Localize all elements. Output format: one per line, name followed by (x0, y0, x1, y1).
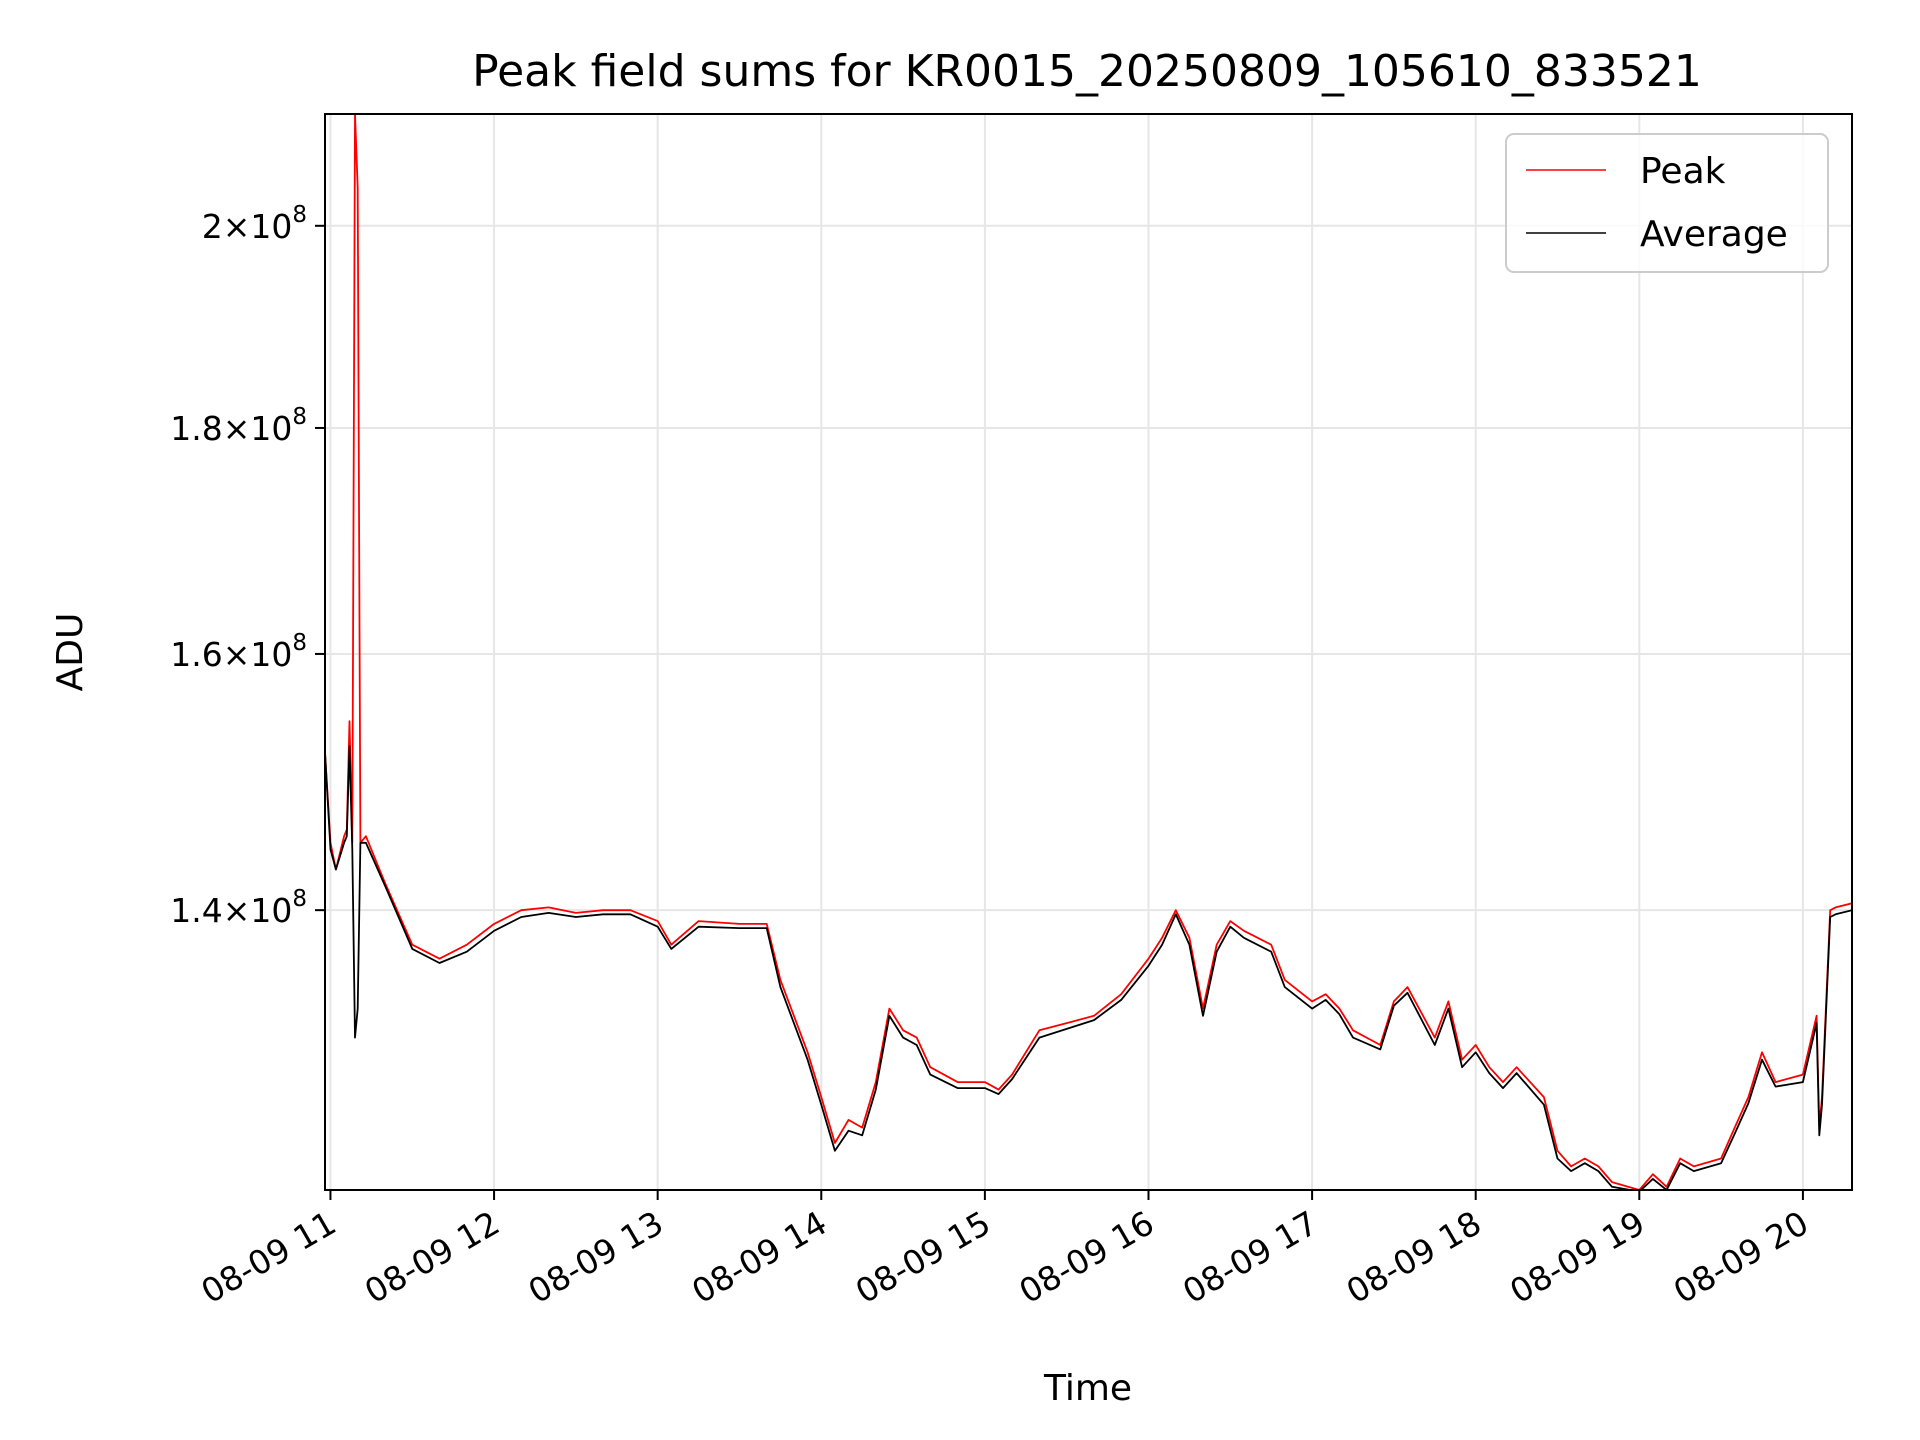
legend: Peak Average (1505, 133, 1829, 273)
legend-label-peak: Peak (1640, 151, 1726, 192)
grid (325, 114, 1852, 1190)
y-tick-mantissa: 1.6×10 (170, 635, 292, 674)
legend-label-average: Average (1640, 214, 1788, 255)
y-tick-exponent: 8 (292, 404, 307, 430)
plot-frame (324, 113, 1853, 1191)
y-tick-exponent: 8 (292, 630, 307, 656)
legend-box (1505, 133, 1829, 273)
chart-title: Peak field sums for KR0015_20250809_1056… (472, 46, 1702, 97)
y-tick-mantissa: 1.8×10 (170, 409, 292, 448)
y-tick-mantissa: 1.4×10 (170, 891, 292, 930)
y-tick-label: 2×108 (202, 202, 307, 246)
y-tick-exponent: 8 (292, 886, 307, 912)
series-line-average (325, 745, 1852, 1190)
y-tick-label: 1.6×108 (170, 630, 307, 674)
y-tick-label: 1.8×108 (170, 404, 307, 448)
y-axis-label: ADU (50, 613, 91, 692)
y-tick-label: 1.4×108 (170, 886, 307, 930)
y-tick-exponent: 8 (292, 202, 307, 228)
series-line-peak (325, 114, 1852, 1190)
y-tick-mantissa: 2×10 (202, 207, 293, 246)
x-axis-label: Time (1043, 1368, 1132, 1409)
series-layer (325, 114, 1852, 1190)
